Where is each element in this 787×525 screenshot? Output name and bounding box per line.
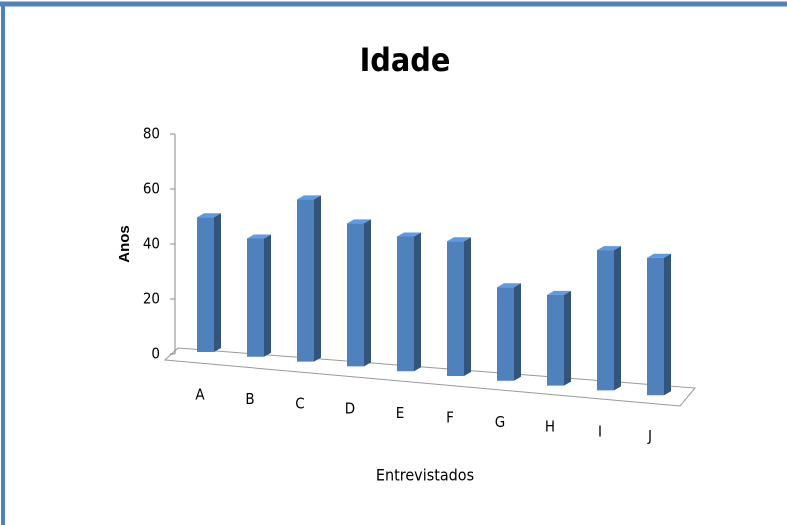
bar-front	[447, 241, 464, 376]
bar	[297, 195, 321, 362]
y-tick-label: 0	[151, 345, 160, 363]
x-tick-label: E	[396, 404, 405, 422]
floor	[163, 347, 697, 407]
y-tick-label: 60	[143, 180, 160, 198]
bar-front	[547, 294, 564, 386]
bar-side	[514, 283, 521, 381]
bar-top	[197, 213, 221, 218]
bar-front	[197, 217, 214, 352]
bar-front	[297, 199, 314, 362]
x-tick-label: F	[446, 409, 454, 427]
bar-side	[664, 253, 671, 396]
bar-front	[647, 257, 664, 396]
bar-top	[597, 246, 621, 251]
bar-side	[364, 219, 371, 367]
y-axis-label: Anos	[116, 225, 133, 263]
bar	[597, 246, 621, 391]
x-tick-label: G	[495, 413, 505, 431]
bar	[647, 253, 671, 396]
bar-front	[597, 250, 614, 391]
y-tick-label: 20	[143, 290, 160, 308]
x-tick-label: H	[545, 418, 555, 436]
bar-top	[297, 195, 321, 200]
x-tick-label: A	[195, 386, 205, 404]
x-tick-label: I	[598, 422, 602, 440]
bar-front	[397, 236, 414, 372]
x-axis-label: Entrevistados	[376, 466, 474, 485]
x-tick-label: J	[647, 427, 652, 445]
y-tick-label: 80	[143, 125, 160, 143]
bar	[397, 232, 421, 372]
bar	[197, 213, 221, 352]
x-tick-label: C	[295, 395, 304, 413]
bar-top	[247, 234, 271, 239]
bar-top	[347, 219, 371, 224]
bar-side	[314, 195, 321, 362]
bar-side	[214, 213, 221, 352]
bar	[497, 283, 521, 381]
bar-side	[614, 246, 621, 391]
bar-top	[647, 253, 671, 258]
bar-front	[347, 223, 364, 367]
bar-side	[564, 290, 571, 386]
bar-top	[547, 290, 571, 295]
y-tick-label: 40	[143, 235, 160, 253]
bar-top	[397, 232, 421, 237]
chart-title: Idade	[360, 41, 451, 79]
x-tick-label: B	[245, 390, 254, 408]
bar-side	[414, 232, 421, 372]
bar	[347, 219, 371, 367]
bar-side	[264, 234, 271, 357]
x-tick-label: D	[345, 399, 355, 417]
bar	[247, 234, 271, 357]
bar-front	[497, 287, 514, 381]
bar	[447, 237, 471, 376]
bar	[547, 290, 571, 386]
bar-side	[464, 237, 471, 376]
bar-front	[247, 238, 264, 357]
bar-top	[447, 237, 471, 242]
bar-top	[497, 283, 521, 288]
